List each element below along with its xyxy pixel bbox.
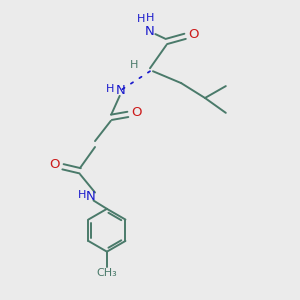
- Text: CH₃: CH₃: [97, 268, 117, 278]
- Text: H: H: [78, 190, 87, 200]
- Text: O: O: [131, 106, 142, 119]
- Text: O: O: [188, 28, 198, 40]
- Text: H: H: [130, 60, 138, 70]
- Text: H: H: [106, 84, 114, 94]
- Text: O: O: [50, 158, 60, 171]
- Text: N: N: [145, 25, 155, 38]
- Text: N: N: [86, 190, 95, 202]
- Text: H: H: [146, 13, 154, 23]
- Text: N: N: [116, 84, 125, 97]
- Text: H: H: [137, 14, 145, 24]
